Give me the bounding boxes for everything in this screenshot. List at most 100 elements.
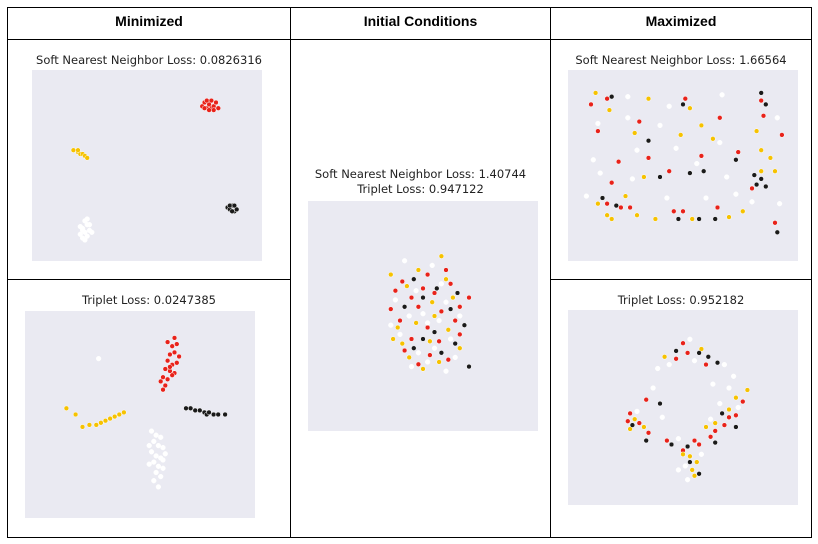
maximized-triplet-point-red-6 bbox=[625, 418, 631, 424]
minimized-snn-point-white-9 bbox=[77, 223, 83, 230]
initial-point-white-19 bbox=[452, 354, 458, 361]
maximized-snn-point-white-20 bbox=[657, 122, 663, 129]
minimized-triplet-point-black-0 bbox=[183, 405, 189, 411]
maximized-snn-point-red-3 bbox=[760, 113, 767, 119]
minimized-triplet-point-white-13 bbox=[146, 461, 152, 467]
maximized-triplet-point-gold-2 bbox=[632, 416, 638, 422]
initial-point-white-5 bbox=[406, 313, 412, 319]
minimized-triplet-point-white-5 bbox=[155, 442, 162, 449]
minimized-triplet-point-black-6 bbox=[206, 409, 212, 416]
initial-point-gold-8 bbox=[427, 338, 433, 344]
minimized-triplet-point-gold-9 bbox=[116, 411, 122, 418]
initial-point-black-2 bbox=[454, 290, 461, 296]
maximized-triplet-point-white-16 bbox=[735, 404, 741, 411]
minimized-triplet-point-red-17 bbox=[160, 387, 166, 393]
minimized-triplet-point-gold-4 bbox=[93, 422, 99, 428]
minimized-snn-point-gold-0 bbox=[70, 147, 77, 153]
maximized-snn-point-black-5 bbox=[687, 170, 693, 176]
maximized-triplet-point-red-0 bbox=[680, 340, 686, 346]
maximized-triplet-point-white-6 bbox=[634, 408, 640, 415]
maximized-snn-point-red-8 bbox=[779, 132, 785, 138]
minimized-triplet-point-red-16 bbox=[162, 382, 168, 389]
minimized-triplet-point-gold-7 bbox=[107, 415, 113, 422]
minimized-snn-point-white-11 bbox=[84, 216, 90, 222]
maximized-triplet-point-red-18 bbox=[707, 434, 714, 440]
maximized-triplet-point-gold-11 bbox=[726, 406, 732, 413]
initial-point-red-10 bbox=[452, 317, 458, 324]
initial-point-gold-0 bbox=[388, 271, 394, 278]
maximized-triplet-point-white-9 bbox=[682, 463, 688, 469]
initial-point-black-8 bbox=[438, 350, 445, 356]
initial-plot bbox=[308, 201, 538, 431]
maximized-triplet-point-white-1 bbox=[655, 365, 661, 372]
minimized-triplet-point-white-20 bbox=[162, 451, 168, 457]
minimized-snn-point-white-7 bbox=[84, 233, 90, 239]
maximized-triplet-point-black-11 bbox=[712, 439, 718, 446]
initial-point-red-12 bbox=[436, 338, 442, 344]
maximized-snn-point-white-11 bbox=[664, 195, 670, 201]
maximized-snn-point-black-8 bbox=[758, 176, 764, 182]
maximized-snn-point-gold-5 bbox=[698, 122, 705, 129]
maximized-snn-point-white-2 bbox=[719, 92, 725, 98]
initial-point-white-11 bbox=[431, 345, 438, 351]
initial-point-white-1 bbox=[429, 262, 435, 269]
maximized-snn-point-white-0 bbox=[625, 94, 631, 100]
minimized-triplet-point-red-9 bbox=[162, 366, 168, 372]
maximized-triplet-point-red-8 bbox=[645, 430, 652, 436]
minimized-triplet-point-white-15 bbox=[158, 473, 164, 480]
minimized-triplet-point-gold-0 bbox=[63, 405, 70, 411]
maximized-triplet-point-black-13 bbox=[733, 424, 739, 430]
minimized-triplet-point-white-1 bbox=[148, 428, 155, 434]
initial-point-black-5 bbox=[447, 306, 454, 312]
maximized-snn-point-red-19 bbox=[609, 180, 615, 186]
initial-point-white-2 bbox=[392, 297, 399, 303]
initial-point-black-3 bbox=[420, 294, 426, 301]
minimized-snn-point-black-4 bbox=[234, 206, 240, 213]
minimized-triplet-point-red-8 bbox=[174, 360, 180, 366]
maximized-snn-point-black-14 bbox=[696, 216, 702, 222]
initial-point-white-14 bbox=[424, 320, 431, 326]
minimized-triplet-point-gold-2 bbox=[79, 424, 86, 430]
initial-point-white-13 bbox=[443, 368, 449, 374]
initial-point-white-0 bbox=[401, 258, 408, 264]
maximized-triplet-title: Triplet Loss: 0.952182 bbox=[617, 293, 745, 307]
initial-point-red-1 bbox=[424, 271, 431, 278]
maximized-triplet-point-gold-7 bbox=[694, 459, 700, 465]
minimized-triplet-point-gold-10 bbox=[121, 409, 127, 416]
maximized-triplet-point-gold-12 bbox=[733, 395, 739, 401]
maximized-triplet-point-black-0 bbox=[673, 348, 679, 354]
maximized-triplet-point-gold-4 bbox=[627, 426, 633, 432]
column-header-minimized: Minimized bbox=[115, 13, 183, 29]
maximized-snn-point-black-10 bbox=[599, 195, 606, 201]
initial-point-black-10 bbox=[411, 345, 417, 351]
maximized-snn-point-white-14 bbox=[749, 199, 755, 205]
maximized-triplet-point-white-0 bbox=[687, 336, 693, 342]
minimized-triplet-plot bbox=[25, 311, 255, 518]
initial-point-red-16 bbox=[445, 357, 451, 363]
initial-point-red-22 bbox=[457, 304, 463, 310]
maximized-snn-point-red-6 bbox=[645, 155, 652, 161]
minimized-triplet-point-red-14 bbox=[169, 372, 175, 378]
minimized-snn-point-gold-6 bbox=[75, 147, 81, 153]
maximized-triplet-point-white-14 bbox=[730, 373, 737, 379]
initial-point-red-13 bbox=[401, 347, 408, 354]
maximized-snn-point-gold-10 bbox=[595, 201, 601, 207]
maximized-triplet-point-black-7 bbox=[668, 441, 675, 448]
minimized-snn-point-black-6 bbox=[231, 202, 238, 209]
maximized-snn-point-red-20 bbox=[749, 185, 755, 192]
minimized-snn-point-white-8 bbox=[86, 222, 93, 228]
minimized-triplet-point-gold-5 bbox=[98, 420, 104, 426]
initial-point-gold-4 bbox=[429, 299, 435, 305]
maximized-snn-point-gold-4 bbox=[678, 132, 684, 138]
initial-point-gold-12 bbox=[399, 340, 405, 347]
maximized-triplet-point-white-3 bbox=[691, 358, 698, 364]
maximized-snn-title: Soft Nearest Neighbor Loss: 1.66564 bbox=[575, 53, 787, 67]
initial-point-gold-16 bbox=[390, 336, 396, 342]
maximized-snn-point-red-15 bbox=[714, 204, 721, 211]
initial-point-white-4 bbox=[443, 299, 449, 305]
maximized-triplet-point-white-4 bbox=[721, 361, 728, 368]
initial-point-white-16 bbox=[388, 322, 394, 328]
initial-point-white-6 bbox=[436, 317, 442, 324]
minimized-triplet-point-black-2 bbox=[192, 407, 198, 414]
initial-point-black-6 bbox=[420, 336, 426, 342]
